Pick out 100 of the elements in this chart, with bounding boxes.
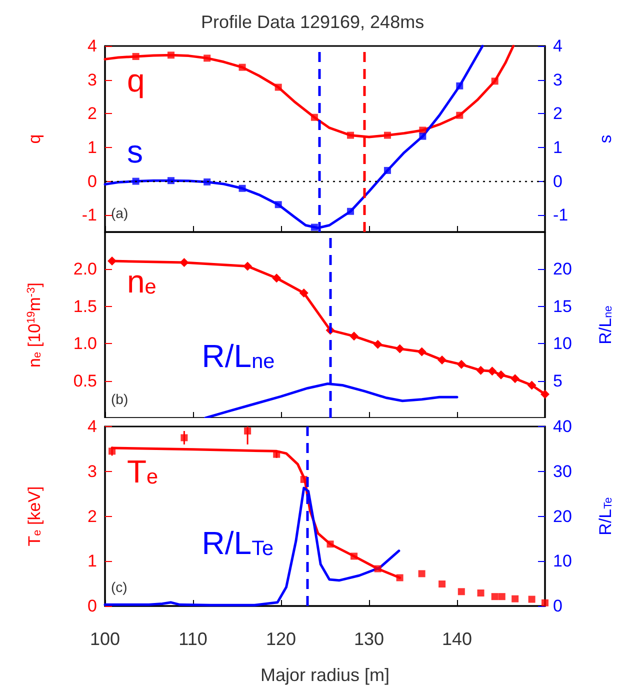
y2-tick-label: 30 bbox=[553, 462, 572, 481]
point bbox=[244, 427, 252, 434]
point bbox=[310, 224, 318, 231]
point bbox=[350, 552, 358, 560]
y2-tick-label: 0 bbox=[553, 172, 562, 191]
point bbox=[272, 274, 282, 283]
y-tick-label: 3 bbox=[88, 462, 97, 481]
y2-axis-title: s bbox=[596, 134, 615, 144]
point bbox=[204, 54, 211, 62]
point bbox=[456, 112, 464, 119]
point bbox=[491, 78, 498, 85]
y2-tick-label: 5 bbox=[553, 371, 562, 390]
y-axis-title: ne [1019m-3] bbox=[25, 282, 44, 368]
series-label: q bbox=[127, 62, 145, 99]
series-label: R/LTe bbox=[202, 525, 274, 562]
y2-tick-label: 15 bbox=[553, 296, 572, 316]
y-tick-label: 3 bbox=[88, 70, 97, 90]
y2-tick-label: 20 bbox=[553, 506, 572, 526]
point bbox=[180, 258, 189, 268]
point bbox=[347, 132, 354, 139]
y2-tick-label: 2 bbox=[553, 104, 562, 124]
y2-axis-title: R/Lne bbox=[596, 306, 615, 344]
y2-axis-title: R/LTe bbox=[596, 497, 615, 536]
line-series bbox=[104, 44, 484, 230]
y2-tick-label: 4 bbox=[553, 36, 562, 56]
point bbox=[438, 580, 446, 588]
point bbox=[510, 374, 520, 384]
point bbox=[238, 64, 246, 71]
series-label: R/Lne bbox=[202, 338, 275, 374]
y-tick-label: 4 bbox=[88, 36, 97, 56]
point bbox=[488, 366, 497, 376]
x-tick-label: 120 bbox=[266, 629, 296, 649]
y-tick-label: 1.0 bbox=[73, 334, 97, 354]
y-tick-label: 2 bbox=[88, 506, 97, 526]
y2-tick-label: 3 bbox=[553, 70, 562, 90]
point bbox=[496, 370, 506, 380]
point bbox=[476, 366, 486, 375]
point bbox=[243, 262, 252, 271]
point bbox=[458, 588, 465, 596]
y-tick-label: 0 bbox=[88, 172, 97, 191]
y-tick-label: 1 bbox=[88, 138, 97, 157]
y2-tick-label: 10 bbox=[553, 552, 572, 571]
point bbox=[395, 344, 404, 354]
series-label: s bbox=[127, 133, 143, 170]
y2-tick-label: 1 bbox=[553, 138, 562, 157]
point bbox=[347, 208, 354, 215]
point bbox=[180, 434, 188, 442]
x-tick-label: 140 bbox=[442, 629, 472, 649]
point bbox=[274, 84, 282, 91]
point bbox=[238, 184, 246, 192]
point bbox=[456, 360, 466, 369]
x-axis-title: Major radius [m] bbox=[260, 665, 390, 685]
y-tick-label: 0.5 bbox=[73, 371, 97, 390]
point bbox=[373, 340, 382, 349]
y-tick-label: -1 bbox=[82, 206, 97, 225]
point bbox=[491, 593, 498, 600]
point bbox=[374, 565, 382, 572]
y-tick-label: 2 bbox=[88, 104, 97, 124]
x-tick-label: 110 bbox=[178, 629, 208, 649]
point bbox=[168, 177, 174, 184]
point bbox=[456, 82, 464, 90]
y-tick-label: 1 bbox=[88, 552, 97, 571]
point bbox=[350, 332, 359, 341]
point bbox=[168, 52, 174, 59]
point bbox=[299, 288, 308, 298]
point bbox=[498, 593, 506, 600]
y2-tick-label: 40 bbox=[553, 417, 572, 436]
y2-tick-label: -1 bbox=[553, 206, 568, 225]
y-axis-title: Te [keV] bbox=[25, 486, 44, 546]
point bbox=[542, 599, 548, 606]
point bbox=[384, 166, 391, 174]
x-tick-label: 130 bbox=[354, 629, 384, 649]
series-label: Te bbox=[127, 454, 158, 490]
point bbox=[512, 595, 519, 602]
point bbox=[438, 355, 447, 364]
point bbox=[384, 132, 391, 139]
point bbox=[418, 570, 426, 578]
point bbox=[396, 574, 404, 582]
y-tick-label: 0 bbox=[88, 596, 97, 616]
point bbox=[204, 178, 211, 186]
point bbox=[477, 589, 484, 596]
point bbox=[527, 380, 536, 390]
y-tick-label: 4 bbox=[88, 417, 97, 436]
point bbox=[540, 390, 550, 399]
point bbox=[274, 201, 282, 208]
y-tick-label: 2.0 bbox=[73, 260, 97, 279]
annotation: (c) bbox=[111, 579, 128, 595]
y-tick-label: 1.5 bbox=[73, 296, 97, 316]
annotation: (b) bbox=[111, 391, 128, 407]
y2-tick-label: 20 bbox=[553, 260, 572, 279]
y-axis-title: q bbox=[25, 134, 44, 144]
point bbox=[273, 450, 280, 458]
point bbox=[132, 52, 140, 60]
chart-title: Profile Data 129169, 248ms bbox=[200, 12, 424, 32]
annotation: (a) bbox=[111, 205, 128, 221]
series-label: ne bbox=[127, 263, 156, 300]
point bbox=[326, 540, 334, 548]
point bbox=[417, 347, 426, 356]
point bbox=[528, 596, 536, 603]
x-tick-label: 100 bbox=[90, 629, 120, 649]
